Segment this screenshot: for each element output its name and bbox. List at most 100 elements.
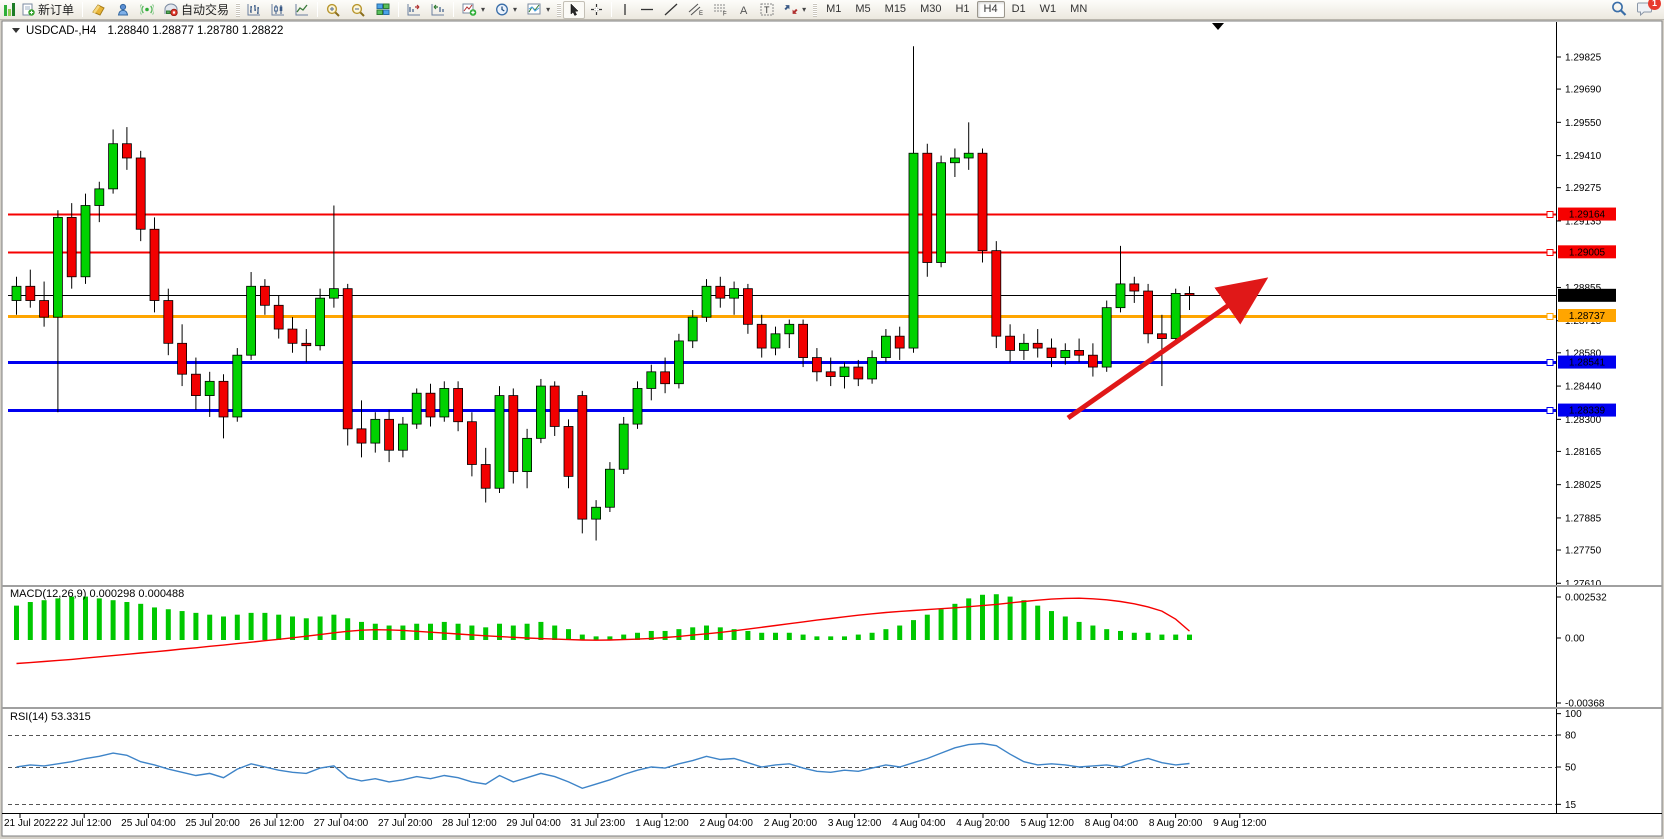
terminal-icon[interactable] [2, 1, 17, 19]
candle-body [397, 423, 408, 451]
hline-tool-button[interactable] [635, 1, 659, 19]
timeframe-D1[interactable]: D1 [1011, 3, 1026, 15]
timeframe-MN[interactable]: MN [1070, 3, 1088, 15]
community-button[interactable] [111, 1, 135, 19]
panel-separator[interactable] [2, 707, 1662, 709]
candle-body [963, 152, 974, 159]
channel-icon: E [688, 3, 703, 16]
periods-icon [495, 3, 509, 16]
periods-button[interactable]: ▾ [490, 1, 522, 19]
candle-body [163, 300, 174, 344]
profile-button[interactable] [86, 1, 111, 19]
candle-body [798, 323, 808, 358]
candle-body [1143, 290, 1153, 335]
candle-body [784, 323, 795, 335]
channel-tool-button[interactable]: E [683, 1, 708, 19]
time-label: 27 Jul 04:00 [314, 818, 369, 829]
timeframe-H1[interactable]: H1 [955, 3, 970, 15]
chart-symbol-period: USDCAD-,H4 [26, 25, 97, 37]
macd-histogram-bar [828, 636, 834, 640]
shapes-tool-button[interactable]: ▾ [779, 1, 811, 19]
timeframe-M1[interactable]: M1 [826, 3, 842, 15]
timeframe-W1[interactable]: W1 [1039, 3, 1057, 15]
fibo-tool-button[interactable]: F [708, 1, 733, 19]
candle-body [25, 285, 36, 301]
timeframe-H4[interactable]: H4 [976, 1, 1005, 18]
cursor-tool-button[interactable] [563, 0, 586, 19]
templates-button[interactable]: ▾ [522, 1, 555, 19]
panel-separator[interactable] [2, 585, 1662, 587]
timeframe-M5[interactable]: M5 [855, 3, 871, 15]
tile-windows-button[interactable] [371, 1, 395, 19]
price-tick-label: 1.27750 [1565, 546, 1602, 557]
candle-body [39, 300, 49, 318]
macd-histogram-bar [1159, 634, 1165, 640]
line-handle[interactable] [1546, 211, 1554, 218]
macd-histogram-bar [759, 632, 765, 640]
trend-arrow-annotation[interactable] [1066, 277, 1269, 421]
main-toolbar: 新订单 自 [0, 0, 1664, 20]
indicators-button[interactable]: ▾ [457, 1, 490, 19]
timeframe-M30[interactable]: M30 [920, 3, 942, 15]
candle-body [632, 388, 643, 425]
svg-text:1.29005: 1.29005 [1569, 247, 1606, 258]
line-handle[interactable] [1546, 407, 1554, 414]
new-order-button[interactable]: 新订单 [17, 1, 79, 19]
price-tick-label: 1.28300 [1565, 415, 1602, 426]
svg-text:1.29164: 1.29164 [1569, 210, 1606, 221]
macd-histogram-bar [635, 632, 640, 640]
text-tool-button[interactable]: A [733, 1, 755, 19]
line-handle[interactable] [1546, 359, 1554, 366]
line-chart-button[interactable] [290, 1, 314, 19]
label-tool-button[interactable]: T [755, 1, 779, 19]
rsi-panel[interactable]: 100 80 50 15 [8, 709, 1582, 811]
collapse-triangle-icon[interactable] [12, 28, 20, 33]
trendline-tool-button[interactable] [659, 1, 683, 19]
macd-signal-line [16, 597, 1190, 665]
zoom-out-button[interactable] [346, 1, 371, 19]
candle-body [80, 205, 91, 278]
search-icon[interactable] [1611, 1, 1627, 19]
price-tick-label: 1.28025 [1565, 480, 1602, 491]
macd-histogram-bar [1062, 616, 1068, 640]
rsi-axis-label: 100 [1565, 709, 1582, 720]
signal-button[interactable] [135, 1, 159, 19]
candle-chart-button[interactable] [266, 1, 290, 19]
toolbar-grip[interactable] [557, 2, 562, 17]
macd-histogram-bar [124, 602, 130, 640]
macd-histogram-bar [14, 605, 19, 640]
macd-histogram-bar [980, 594, 985, 640]
candle-body [287, 328, 298, 344]
dropdown-caret: ▾ [513, 5, 518, 14]
candle-body [1060, 350, 1071, 358]
toolbar-grip[interactable] [236, 2, 241, 17]
chart-shift-marker[interactable] [1212, 23, 1224, 30]
vline-tool-button[interactable] [615, 1, 635, 19]
main-price-panel[interactable]: 1.29825 1.29690 1.29550 1.29410 1.29275 1.291… [2, 22, 1662, 813]
autotrade-icon [164, 3, 178, 16]
line-handle[interactable] [1546, 249, 1554, 256]
time-label: 27 Jul 20:00 [378, 818, 433, 829]
indicators-icon [462, 3, 477, 16]
svg-text:1.28339: 1.28339 [1569, 406, 1606, 417]
notifications-button[interactable]: 1 [1637, 0, 1661, 19]
line-handle[interactable] [1546, 313, 1554, 320]
price-badge-1.28541: 1.28541 [1558, 355, 1616, 369]
macd-histogram-bar [1131, 632, 1137, 640]
bar-chart-button[interactable] [242, 1, 266, 19]
autotrade-button[interactable]: 自动交易 [159, 1, 234, 19]
zoom-in-button[interactable] [321, 1, 346, 19]
candle-body [384, 418, 395, 451]
macd-panel[interactable]: 0.002532 0.00 -0.00368 [2, 593, 1662, 710]
dropdown-caret: ▾ [802, 5, 807, 14]
price-tick-label: 1.28580 [1565, 348, 1602, 359]
chart-shift-button[interactable] [402, 1, 426, 19]
timeframe-M15[interactable]: M15 [884, 3, 907, 15]
notification-badge: 1 [1648, 0, 1661, 10]
candle-body [342, 288, 353, 430]
rsi-axis-label: 50 [1565, 763, 1577, 774]
auto-scroll-button[interactable] [426, 1, 450, 19]
crosshair-tool-button[interactable] [585, 1, 608, 19]
toolbar-grip[interactable] [813, 2, 818, 17]
